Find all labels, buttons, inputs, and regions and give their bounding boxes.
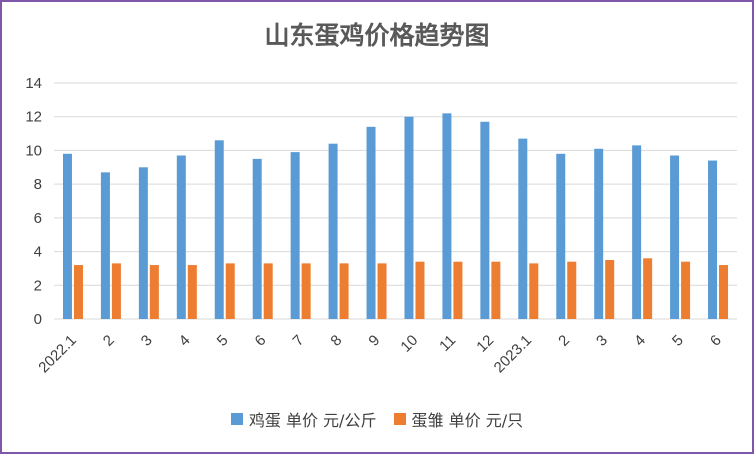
bar-chick-price <box>529 263 539 319</box>
bar-egg-price <box>442 113 452 319</box>
x-tick-label: 2 <box>555 332 573 350</box>
bar-chick-price <box>111 263 121 319</box>
bar-chick-price <box>681 261 691 319</box>
bar-chick-price <box>149 265 159 319</box>
bar-chick-price <box>263 263 273 319</box>
bar-chick-price <box>453 261 463 319</box>
legend-item-chick-price: 蛋雏 单价 元/只 <box>393 407 524 431</box>
x-tick-label: 5 <box>669 332 687 350</box>
bar-chick-price <box>567 261 577 319</box>
bar-egg-price <box>62 153 72 319</box>
bar-chick-price <box>339 263 349 319</box>
x-tick-label: 6 <box>707 332 725 350</box>
bar-chick-price <box>643 258 653 319</box>
legend-swatch-chick-price <box>393 413 406 425</box>
bar-egg-price <box>594 148 604 319</box>
bar-egg-price <box>100 172 110 319</box>
legend-swatch-egg-price <box>230 413 243 425</box>
y-tick-label: 10 <box>25 142 42 159</box>
bar-egg-price <box>632 145 642 319</box>
bar-egg-price <box>366 126 376 319</box>
bar-chick-price <box>73 265 83 319</box>
bar-egg-price <box>556 153 566 319</box>
x-tick-label: 5 <box>214 332 232 350</box>
bar-chick-price <box>225 263 235 319</box>
bar-egg-price <box>708 160 718 319</box>
bar-egg-price <box>480 121 490 320</box>
legend: 鸡蛋 单价 元/公斤 蛋雏 单价 元/只 <box>2 407 752 431</box>
bar-chick-price <box>301 263 311 319</box>
x-tick-label: 6 <box>252 332 270 350</box>
x-tick-label: 10 <box>397 332 421 356</box>
x-tick-label: 4 <box>631 332 649 350</box>
x-tick-label: 11 <box>436 332 459 355</box>
bar-egg-price <box>176 155 186 319</box>
y-tick-label: 6 <box>34 210 42 227</box>
bar-egg-price <box>670 155 680 319</box>
bar-egg-price <box>518 138 528 319</box>
chart-title: 山东蛋鸡价格趋势图 <box>264 21 490 50</box>
y-tick-label: 2 <box>34 277 42 294</box>
bar-chick-price <box>605 260 615 319</box>
y-tick-label: 8 <box>34 176 42 193</box>
y-tick-label: 12 <box>25 109 42 126</box>
bar-egg-price <box>214 140 224 319</box>
x-tick-label: 2023.1 <box>491 332 535 376</box>
x-tick-label: 3 <box>138 332 156 350</box>
x-tick-label: 4 <box>176 332 194 350</box>
bar-chick-price <box>415 261 425 319</box>
bar-egg-price <box>404 116 414 319</box>
bar-egg-price <box>252 158 262 319</box>
x-tick-label: 3 <box>593 332 611 350</box>
x-tick-label: 2 <box>100 332 118 350</box>
x-tick-label: 8 <box>327 332 345 350</box>
y-tick-label: 0 <box>34 311 42 328</box>
x-tick-label: 2022.1 <box>35 332 79 376</box>
bar-chick-price <box>187 265 197 319</box>
legend-label-chick-price: 蛋雏 单价 元/只 <box>411 411 524 430</box>
bar-egg-price <box>138 167 148 319</box>
y-tick-label: 4 <box>34 244 42 261</box>
bar-egg-price <box>328 143 338 319</box>
y-tick-label: 14 <box>25 75 42 92</box>
x-tick-label: 9 <box>365 332 383 350</box>
bar-chick-price <box>719 265 729 319</box>
bar-chick-price <box>377 263 387 319</box>
bar-chick-price <box>491 261 501 319</box>
bar-egg-price <box>290 152 300 319</box>
x-tick-label: 12 <box>473 332 497 356</box>
x-tick-label: 7 <box>290 332 308 350</box>
legend-item-egg-price: 鸡蛋 单价 元/公斤 <box>230 407 377 431</box>
legend-label-egg-price: 鸡蛋 单价 元/公斤 <box>248 411 377 430</box>
